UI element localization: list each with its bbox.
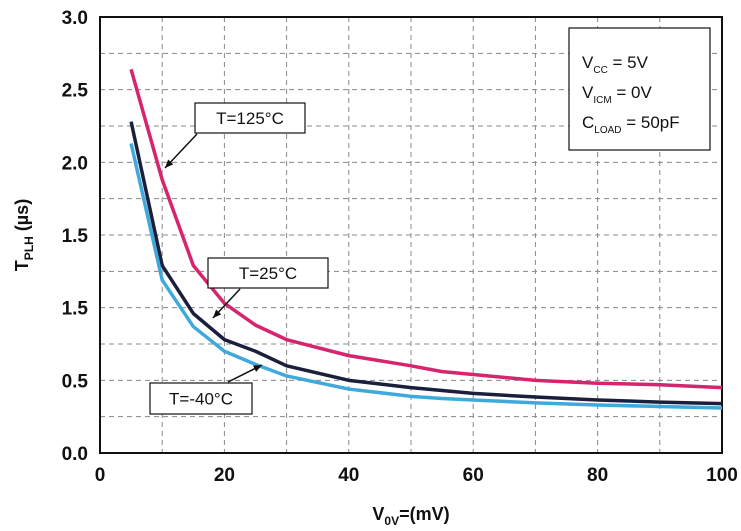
y-tick-label: 1.5 [62, 299, 89, 320]
y-tick-label: 2.0 [62, 153, 88, 174]
arrow-head [253, 365, 262, 372]
label-sub: ICM [593, 95, 611, 106]
label-sub: PLH [22, 236, 36, 260]
callout-box [149, 382, 253, 415]
x-tick-label: 60 [463, 465, 484, 486]
condition-text: VCC = 5V [582, 53, 649, 76]
label-rest: = 50pF [622, 113, 680, 132]
label-sub: LOAD [594, 125, 621, 136]
y-tick-label: 2.5 [62, 81, 89, 102]
x-tick-label: 100 [706, 465, 738, 486]
label-sub: CC [593, 65, 607, 76]
legend-label: T=-40°C [169, 390, 233, 409]
legend-label: T=125°C [216, 109, 284, 128]
plot-frame [99, 16, 723, 454]
label-main: C [582, 113, 594, 132]
condition-text: VICM = 0V [582, 83, 653, 106]
x-tick-label: 40 [338, 465, 359, 486]
y-tick-label: 3.0 [62, 8, 88, 29]
y-tick-label: 0.5 [62, 371, 89, 392]
label-rest: = 0V [612, 83, 653, 102]
label-main: V [582, 83, 594, 102]
x-tick-label: 0 [95, 465, 106, 486]
label-rest: = 5V [608, 53, 649, 72]
label-main: V [372, 504, 384, 524]
condition-text: CLOAD = 50pF [582, 113, 680, 136]
arrow-head [165, 159, 174, 168]
legend-label: T=25°C [239, 264, 297, 283]
label-main: V [582, 53, 594, 72]
y-axis-label: TPLH (µs) [12, 199, 36, 271]
x-tick-label: 20 [214, 465, 235, 486]
arrow-head [213, 309, 222, 318]
x-axis-label: V0V=(mV) [372, 504, 449, 528]
series-line [129, 121, 723, 406]
callout-box [194, 102, 306, 134]
label-rest: =(mV) [399, 504, 450, 524]
y-tick-label: 0.0 [62, 444, 88, 465]
callout-box [207, 257, 329, 289]
label-sub: 0V [384, 514, 399, 528]
series-line [129, 68, 723, 390]
y-tick-label: 1.5 [62, 226, 89, 247]
x-tick-label: 80 [587, 465, 608, 486]
conditions-box [568, 27, 711, 151]
label-rest: (µs) [12, 199, 32, 236]
series-line [129, 143, 723, 410]
label-main: T [12, 260, 32, 271]
